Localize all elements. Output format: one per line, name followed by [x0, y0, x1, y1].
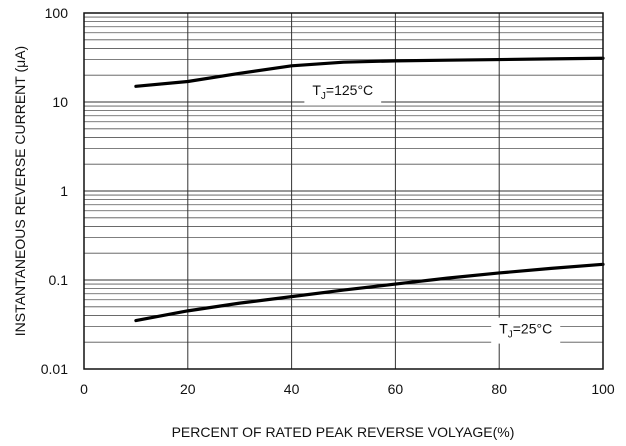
- annotation-label: TJ=25°C: [499, 321, 552, 341]
- x-tick-label: 80: [491, 381, 507, 397]
- x-axis-label: PERCENT OF RATED PEAK REVERSE VOLYAGE(%): [172, 424, 515, 440]
- annotation-sub: J: [321, 91, 326, 102]
- y-tick-label: 0.1: [49, 272, 69, 288]
- annotation-prefix: T: [312, 82, 321, 98]
- curves: [134, 56, 605, 323]
- y-axis-label: INSTANTANEOUS REVERSE CURRENT (μA): [12, 46, 28, 336]
- annotation-bg: [491, 317, 561, 344]
- annotation-sub: J: [508, 330, 513, 341]
- x-tick-label: 20: [180, 381, 196, 397]
- x-tick-label: 60: [388, 381, 404, 397]
- x-tick-label: 100: [591, 381, 615, 397]
- annotation-suffix: =125°C: [326, 82, 373, 98]
- tick-labels: 0 20 40 60 80 100 100 10 1 0.1 0.01: [41, 5, 615, 397]
- y-tick-label: 100: [45, 5, 69, 21]
- annotations: TJ=125°CTJ=25°C: [304, 78, 561, 344]
- x-tick-label: 40: [284, 381, 300, 397]
- plot-border: [83, 12, 604, 370]
- annotation-bg: [304, 78, 382, 105]
- y-tick-label: 10: [52, 94, 68, 110]
- x-tick-label: 0: [80, 381, 88, 397]
- series-line-2: [134, 262, 605, 323]
- y-tick-label: 1: [60, 183, 68, 199]
- annotation-label: TJ=125°C: [312, 82, 373, 102]
- series-line-1: [134, 56, 605, 88]
- y-tick-label: 0.01: [41, 361, 68, 377]
- plot-frame: [83, 12, 604, 370]
- annotation-suffix: =25°C: [513, 321, 552, 337]
- annotation-prefix: T: [499, 321, 508, 337]
